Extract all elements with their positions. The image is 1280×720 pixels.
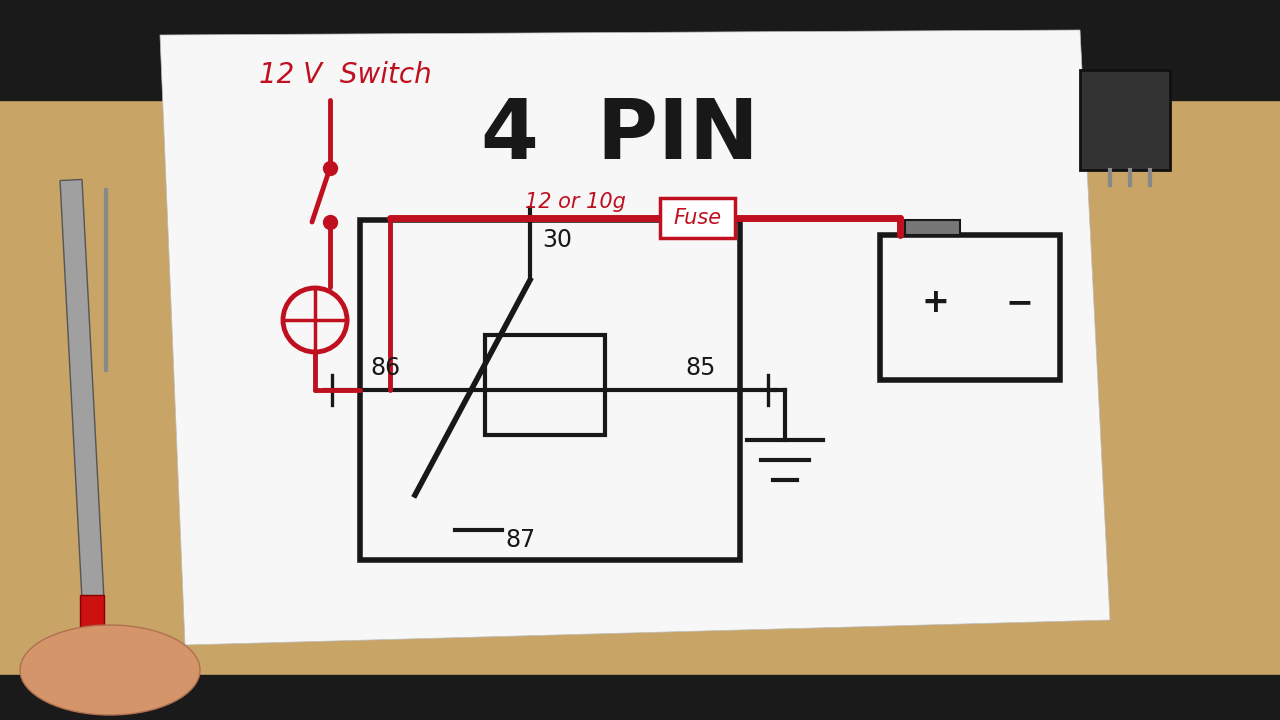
Text: 12 or 10g: 12 or 10g (525, 192, 626, 212)
Text: +: + (922, 286, 948, 319)
Text: 86: 86 (370, 356, 401, 380)
Bar (485, 335, 605, 435)
Bar (660, 198, 735, 238)
Bar (60, 179, 104, 600)
Bar (0, 675, 1280, 720)
Bar (81, 595, 104, 630)
Text: 85: 85 (685, 356, 716, 380)
Bar (1080, 70, 1170, 170)
Text: Fuse: Fuse (673, 208, 722, 228)
Text: −: − (1006, 286, 1034, 319)
Bar (881, 235, 1060, 380)
Bar (360, 220, 740, 560)
Text: 12 V  Switch: 12 V Switch (259, 61, 431, 89)
Polygon shape (160, 30, 1110, 645)
Text: 4  PIN: 4 PIN (481, 94, 759, 176)
Text: 30: 30 (541, 228, 572, 252)
Bar (0, 0, 1280, 100)
Bar (905, 220, 960, 235)
Text: 87: 87 (506, 528, 535, 552)
Ellipse shape (20, 625, 200, 715)
